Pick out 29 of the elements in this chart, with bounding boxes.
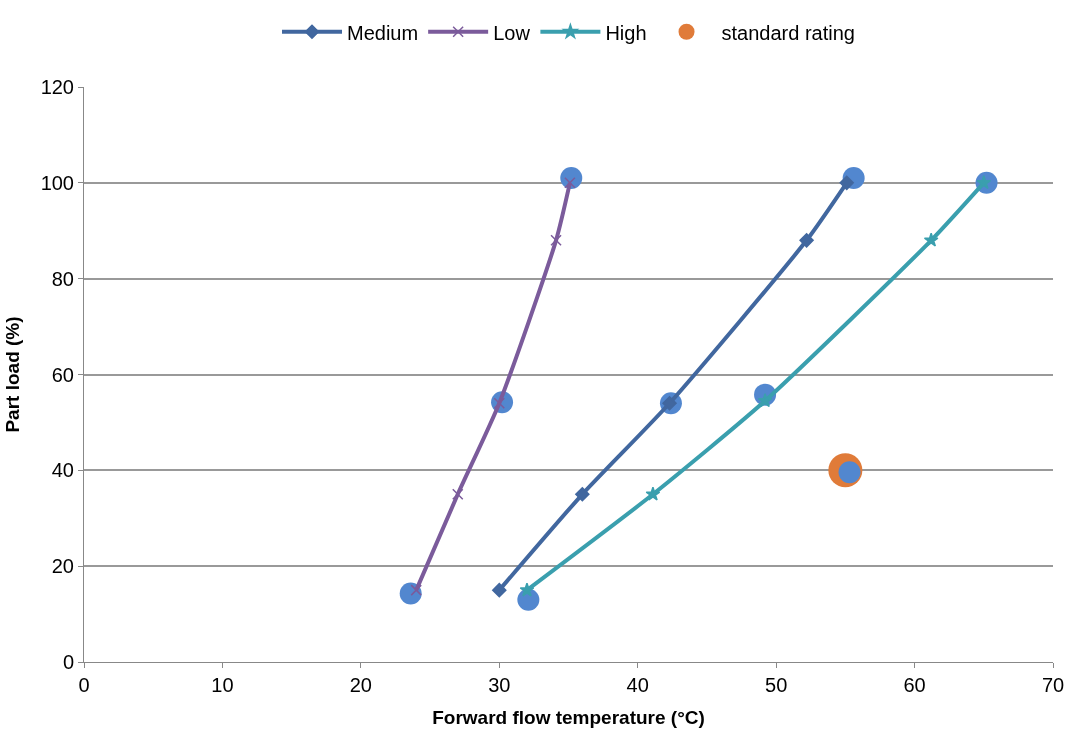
x-tick-label: 0 bbox=[78, 674, 90, 696]
y-tick-label: 0 bbox=[62, 651, 74, 673]
legend-label: High bbox=[605, 21, 647, 44]
x-axis-title: Forward flow temperature (°C) bbox=[432, 706, 705, 728]
x-tick-label: 30 bbox=[488, 674, 511, 696]
y-tick-label: 100 bbox=[40, 171, 74, 194]
legend-label: standard rating bbox=[721, 21, 855, 44]
x-tick-label: 70 bbox=[1041, 674, 1065, 696]
point bbox=[575, 487, 590, 502]
x-tick-label: 20 bbox=[349, 674, 372, 696]
point bbox=[519, 582, 535, 597]
y-axis-title: Part load (%) bbox=[2, 316, 24, 433]
point bbox=[799, 233, 814, 248]
legend-label: Low bbox=[493, 21, 531, 44]
x-tick-label: 40 bbox=[626, 674, 649, 696]
point bbox=[452, 488, 464, 501]
y-tick-label: 120 bbox=[40, 76, 74, 98]
x-tick-label: 10 bbox=[211, 674, 234, 696]
point bbox=[550, 234, 562, 247]
y-tick-label: 20 bbox=[51, 555, 74, 578]
point bbox=[492, 582, 507, 598]
point bbox=[645, 486, 661, 501]
y-tick-label: 60 bbox=[51, 363, 74, 386]
y-tick-label: 40 bbox=[51, 459, 74, 482]
y-tick-label: 80 bbox=[51, 267, 74, 290]
x-tick-label: 50 bbox=[765, 674, 788, 696]
legend-label: Medium bbox=[347, 21, 419, 44]
x-tick-label: 60 bbox=[903, 674, 926, 696]
point bbox=[923, 232, 939, 247]
